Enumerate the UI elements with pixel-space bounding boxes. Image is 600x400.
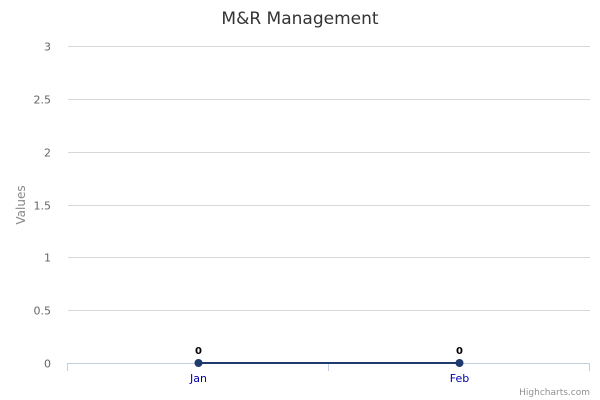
y-axis-ticks: 0 0.5 1 1.5 2 2.5 3 [34,41,52,371]
data-label: 0 [195,346,202,357]
data-label: 0 [456,346,463,357]
chart-title: M&R Management [221,9,378,29]
y-tick-label: 2 [44,147,51,160]
y-tick-label: 3 [44,41,51,54]
y-tick-label: 0.5 [34,305,52,318]
y-tick-label: 0 [44,358,51,371]
grid-lines [68,46,590,311]
y-tick-label: 1 [44,252,51,265]
x-tick-label: Feb [450,372,469,385]
y-tick-label: 1.5 [34,200,52,213]
data-point[interactable] [194,359,203,367]
y-tick-label: 2.5 [34,94,52,107]
credits-link[interactable]: Highcharts.com [519,388,590,398]
x-tick-label: Jan [189,372,207,385]
data-point[interactable] [455,359,464,367]
y-axis-label: Values [14,185,28,224]
x-axis: Jan Feb [67,363,590,385]
